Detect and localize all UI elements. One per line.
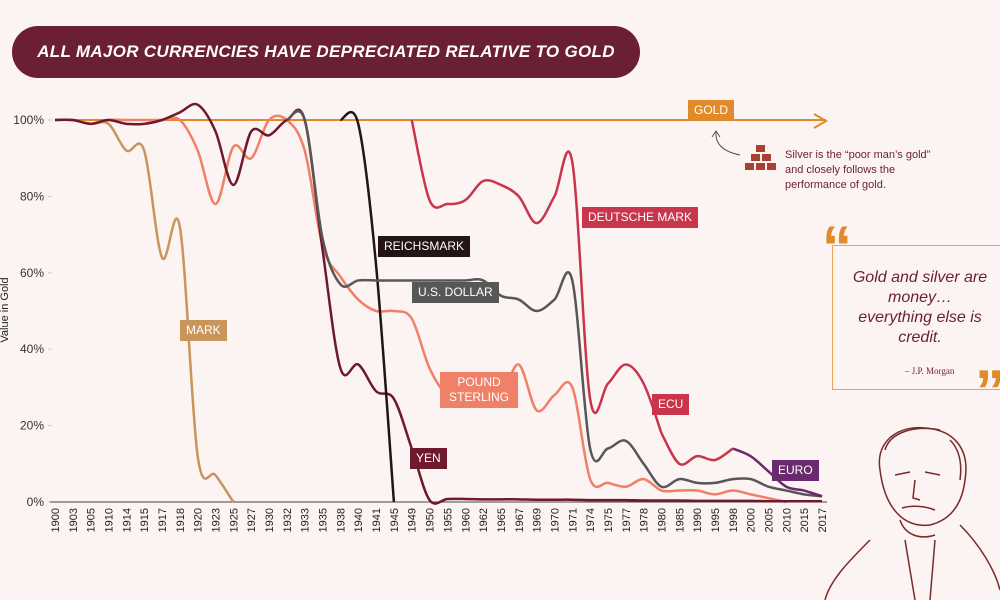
- x-tick-label: 1974: [585, 508, 597, 532]
- x-tick-label: 1914: [121, 508, 133, 532]
- x-tick-label: 1970: [549, 508, 561, 532]
- series-label: YEN: [410, 448, 447, 469]
- gold-bars-icon: [745, 145, 776, 170]
- x-tick-label: 1923: [211, 508, 223, 532]
- series-line: [54, 114, 787, 504]
- series-line: [410, 119, 663, 434]
- quote-text: Gold and silver are money… everything el…: [852, 269, 988, 346]
- x-tick-label: 1925: [228, 508, 240, 532]
- x-tick-label: 2005: [763, 508, 775, 532]
- x-tick-label: 1927: [246, 508, 258, 532]
- y-tick-label: 80%: [20, 189, 44, 203]
- x-tick-label: 2000: [746, 508, 758, 532]
- series-label: POUND STERLING: [440, 372, 518, 408]
- x-tick-label: 1935: [318, 508, 330, 532]
- x-tick-label: 1955: [442, 508, 454, 532]
- plot-area: 0% 20% 40% 60% 80% 100% 1900 1903 1905 1910 1914 19…: [13, 102, 829, 532]
- y-tick-label: 40%: [20, 342, 44, 356]
- note-arrow: [715, 131, 741, 156]
- series-label: GOLD: [688, 100, 735, 121]
- x-tick-label: 1985: [674, 508, 686, 532]
- x-tick-label: 1918: [175, 508, 187, 532]
- x-tick-label: 1978: [639, 508, 651, 532]
- series-label: U.S. DOLLAR: [412, 282, 499, 303]
- portrait-sketch: [824, 426, 1000, 600]
- x-tick-label: 1965: [496, 508, 508, 532]
- series-label: ECU: [652, 394, 690, 415]
- x-tick-label: 2010: [781, 508, 793, 532]
- quote-box: [832, 245, 1000, 390]
- x-tick-label: 1905: [86, 508, 98, 532]
- series-line: [54, 118, 235, 503]
- series-label: EURO: [772, 460, 819, 481]
- x-tick-label: 1969: [532, 508, 544, 532]
- x-tick-label: 1903: [68, 508, 80, 532]
- title-banner: ALL MAJOR CURRENCIES HAVE DEPRECIATED RE…: [12, 26, 640, 78]
- x-tick-label: 1962: [478, 508, 490, 532]
- series-line: [286, 110, 823, 498]
- series-label: REICHSMARK: [378, 236, 471, 257]
- x-tick-label: 2015: [799, 508, 811, 532]
- x-tick-label: 1917: [157, 508, 169, 532]
- svg-text:“: “: [822, 214, 852, 281]
- silver-note: Silver is the “poor man’s gold” and clos…: [785, 149, 931, 191]
- x-tick-label: 1971: [567, 508, 579, 532]
- x-tick-label: 1990: [692, 508, 704, 532]
- y-axis-label: Value in Gold: [0, 277, 11, 342]
- y-tick-label: 0%: [27, 495, 45, 509]
- series-label: DEUTSCHE MARK: [582, 207, 699, 228]
- x-tick-label: 2017: [817, 508, 829, 532]
- x-tick-label: 1920: [193, 508, 205, 532]
- quote-marks: “ ”: [822, 214, 1000, 425]
- x-tick-label: 1949: [407, 508, 419, 532]
- x-tick-label: 1975: [603, 508, 615, 532]
- x-tick-label: 1998: [728, 508, 740, 532]
- x-tick-label: 1933: [300, 508, 312, 532]
- x-tick-label: 1977: [621, 508, 633, 532]
- x-tick-label: 1940: [353, 508, 365, 532]
- x-tick-label: 1932: [282, 508, 294, 532]
- x-tick-label: 1950: [425, 508, 437, 532]
- y-tick-label: 20%: [20, 419, 44, 433]
- x-tick-label: 1910: [104, 508, 116, 532]
- series-label: MARK: [180, 320, 227, 341]
- y-tick-label: 60%: [20, 266, 44, 280]
- series-line: [339, 110, 396, 503]
- y-tick-label: 100%: [13, 113, 44, 127]
- gold-arrowhead: [813, 113, 828, 129]
- note-arrowhead: [711, 130, 721, 138]
- x-tick-label: 1900: [50, 508, 62, 532]
- series-line: [54, 102, 822, 505]
- x-tick-label: 1930: [264, 508, 276, 532]
- svg-text:”: ”: [975, 358, 1000, 425]
- series-line: [660, 432, 734, 466]
- x-tick-label: 1915: [139, 508, 151, 532]
- x-tick-label: 1938: [335, 508, 347, 532]
- x-tick-label: 1980: [656, 508, 668, 532]
- quote-author: – J.P. Morgan: [905, 366, 955, 376]
- x-tick-label: 1967: [514, 508, 526, 532]
- x-tick-label: 1941: [371, 508, 383, 532]
- x-tick-label: 1995: [710, 508, 722, 532]
- x-tick-label: 1960: [460, 508, 472, 532]
- x-tick-label: 1945: [389, 508, 401, 532]
